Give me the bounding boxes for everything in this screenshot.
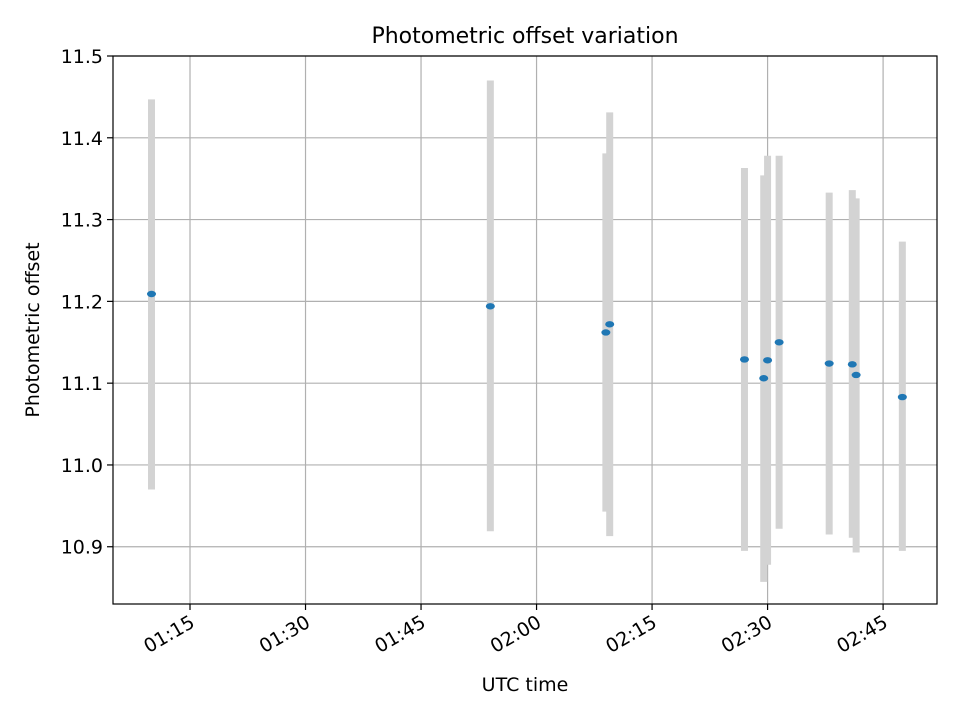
data-point (739, 356, 749, 363)
x-tick-label: 01:45 (371, 611, 429, 657)
data-point (485, 303, 495, 310)
data-points (147, 290, 907, 401)
data-point (847, 361, 857, 368)
chart-title: Photometric offset variation (371, 24, 678, 49)
data-point (774, 339, 784, 346)
x-tick-label: 02:45 (833, 611, 891, 657)
x-tick-label: 02:00 (487, 611, 545, 657)
y-tick-label: 11.2 (61, 291, 103, 313)
y-tick-label: 11.5 (61, 46, 103, 68)
x-tick-label: 01:30 (256, 611, 314, 657)
data-point (763, 357, 773, 364)
error-bars (148, 80, 906, 582)
x-axis-label: UTC time (482, 674, 569, 696)
y-axis-label: Photometric offset (22, 242, 44, 417)
data-point (824, 360, 834, 367)
data-point (601, 329, 611, 336)
y-tick-label: 10.9 (61, 537, 103, 559)
y-tick-label: 11.3 (61, 210, 103, 232)
data-point (897, 393, 907, 401)
data-point (759, 375, 769, 382)
data-point (851, 371, 861, 379)
y-tick-label: 11.1 (61, 373, 103, 395)
y-tick-label: 11.0 (61, 455, 103, 477)
data-point (147, 290, 157, 298)
grid (113, 55, 937, 604)
y-tick-label: 11.4 (61, 128, 103, 150)
x-tick-label: 01:15 (140, 611, 198, 657)
plot-frame (112, 55, 938, 605)
data-point (605, 321, 615, 328)
x-tick-label: 02:15 (602, 611, 660, 657)
x-tick-label: 02:30 (718, 611, 776, 657)
